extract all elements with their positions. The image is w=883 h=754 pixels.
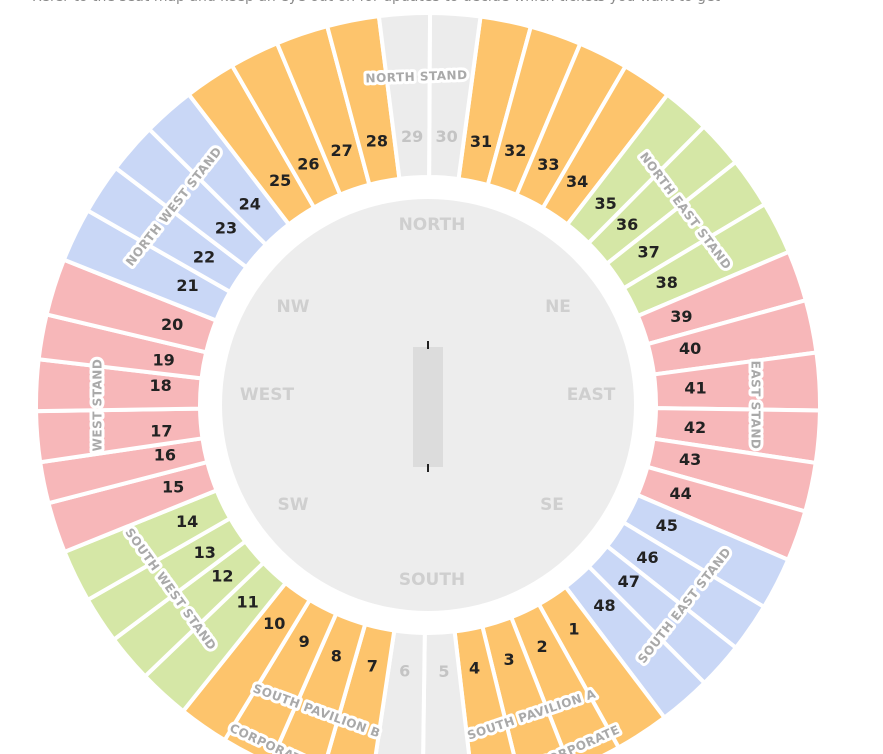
direction-label: EAST — [567, 385, 616, 405]
block-number: 12 — [211, 566, 233, 585]
block-number: 22 — [193, 247, 215, 266]
seat-block — [325, 621, 397, 754]
block-number: 25 — [269, 171, 291, 190]
block-number: 20 — [161, 315, 183, 334]
block-number: 35 — [594, 194, 616, 213]
block-number: 43 — [679, 450, 701, 469]
seat-block — [272, 611, 368, 754]
block-number: 28 — [366, 131, 388, 150]
stand-label: NORTH STAND — [365, 68, 467, 86]
block-number: 21 — [176, 276, 198, 295]
block-number: 42 — [684, 418, 706, 437]
block-number: 39 — [670, 307, 692, 326]
seat-block — [479, 614, 567, 754]
block-number: 6 — [399, 661, 410, 680]
block-number: 10 — [263, 614, 285, 633]
direction-label: NE — [545, 297, 571, 317]
seat-block — [373, 628, 427, 754]
block-number: 44 — [669, 484, 691, 503]
block-number: 2 — [537, 637, 548, 656]
direction-label: SE — [540, 495, 564, 515]
block-number: 8 — [331, 646, 342, 665]
block-number: 3 — [503, 650, 514, 669]
block-number: 14 — [176, 512, 198, 531]
block-number: 46 — [636, 548, 658, 567]
block-number: 13 — [194, 543, 216, 562]
pitch — [413, 347, 443, 467]
block-number: 15 — [162, 477, 184, 496]
caption: Refer to the seat map and keep an eye ou… — [32, 0, 720, 5]
block-number: 40 — [679, 339, 701, 358]
block-number: 47 — [618, 572, 640, 591]
block-number: 26 — [297, 155, 319, 174]
block-number: 29 — [401, 127, 423, 146]
block-number: 27 — [330, 141, 352, 160]
block-number: 37 — [637, 242, 659, 261]
block-number: 48 — [593, 596, 615, 615]
direction-label: WEST — [240, 385, 295, 405]
stand-label: EAST STAND — [749, 361, 763, 450]
block-number: 31 — [470, 132, 492, 151]
stand-label: WEST STAND — [91, 359, 105, 452]
seat-block — [452, 623, 516, 754]
block-number: 45 — [656, 516, 678, 535]
block-number: 1 — [568, 619, 579, 638]
block-number: 4 — [469, 658, 480, 677]
block-number: 34 — [566, 172, 588, 191]
block-number: 11 — [236, 593, 258, 612]
block-number: 5 — [438, 662, 449, 681]
block-number: 36 — [616, 215, 638, 234]
seat-block — [421, 629, 472, 754]
block-number: 23 — [215, 218, 237, 237]
block-number: 9 — [299, 632, 310, 651]
block-number: 33 — [537, 155, 559, 174]
block-number: 38 — [656, 273, 678, 292]
block-number: 18 — [150, 376, 172, 395]
seat-block — [427, 10, 483, 182]
direction-label: SW — [278, 495, 309, 515]
block-number: 30 — [436, 127, 458, 146]
block-number: 19 — [152, 351, 174, 370]
seat-block — [508, 601, 622, 754]
block-number: 41 — [684, 379, 706, 398]
direction-label: SOUTH — [399, 570, 465, 590]
block-number: 17 — [150, 422, 172, 441]
direction-label: NW — [277, 297, 310, 317]
block-number: 32 — [504, 141, 526, 160]
block-number: 7 — [367, 657, 378, 676]
block-number: 16 — [154, 446, 176, 465]
blocks — [34, 10, 822, 754]
direction-label: NORTH — [399, 215, 466, 235]
block-number: 24 — [239, 194, 261, 213]
